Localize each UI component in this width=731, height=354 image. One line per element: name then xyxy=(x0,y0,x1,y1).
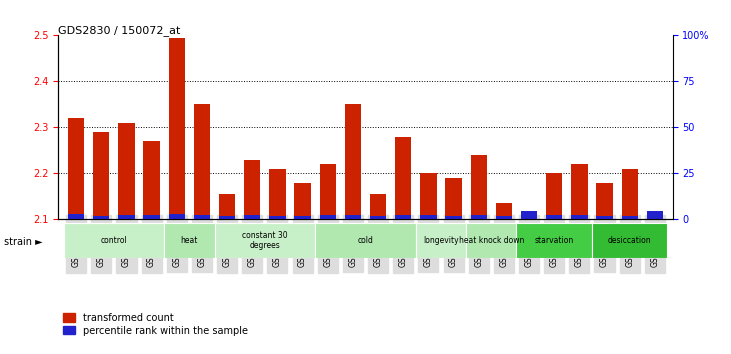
Bar xyxy=(592,223,667,258)
Bar xyxy=(395,137,412,219)
Bar xyxy=(118,215,135,219)
Bar xyxy=(596,216,613,219)
Bar xyxy=(169,214,185,219)
Bar xyxy=(496,216,512,219)
Text: strain ►: strain ► xyxy=(4,238,42,247)
Bar xyxy=(194,104,210,219)
Text: cold: cold xyxy=(357,236,374,245)
Text: constant 30
degrees: constant 30 degrees xyxy=(242,231,288,250)
Bar xyxy=(143,215,160,219)
Bar xyxy=(269,169,286,219)
Bar xyxy=(219,194,235,219)
Bar xyxy=(244,160,260,219)
Bar xyxy=(370,194,386,219)
Bar xyxy=(345,215,361,219)
Bar xyxy=(521,211,537,219)
Bar xyxy=(621,169,638,219)
Bar xyxy=(319,215,336,219)
Bar xyxy=(118,123,135,219)
Bar xyxy=(647,211,663,219)
Bar xyxy=(169,38,185,219)
Bar xyxy=(596,183,613,219)
Text: longevity: longevity xyxy=(423,236,459,245)
Bar xyxy=(496,204,512,219)
Bar xyxy=(68,118,84,219)
Bar xyxy=(244,215,260,219)
Bar xyxy=(64,223,164,258)
Bar xyxy=(219,216,235,219)
Bar xyxy=(571,164,588,219)
Bar xyxy=(143,141,160,219)
Bar xyxy=(420,173,436,219)
Bar xyxy=(319,164,336,219)
Bar xyxy=(621,216,638,219)
Text: heat: heat xyxy=(181,236,198,245)
Bar xyxy=(647,215,663,219)
Bar xyxy=(93,132,110,219)
Bar xyxy=(416,223,466,258)
Bar xyxy=(345,104,361,219)
Bar xyxy=(395,215,412,219)
Text: heat knock down: heat knock down xyxy=(458,236,524,245)
Text: control: control xyxy=(100,236,127,245)
Bar xyxy=(517,223,592,258)
Bar xyxy=(445,178,462,219)
Bar xyxy=(445,216,462,219)
Bar xyxy=(194,215,210,219)
Bar xyxy=(546,215,562,219)
Bar xyxy=(269,216,286,219)
Bar xyxy=(164,223,214,258)
Bar xyxy=(571,215,588,219)
Bar xyxy=(546,173,562,219)
Bar xyxy=(471,155,487,219)
Text: desiccation: desiccation xyxy=(608,236,651,245)
Bar xyxy=(471,215,487,219)
Bar xyxy=(370,216,386,219)
Bar xyxy=(466,223,517,258)
Bar xyxy=(420,215,436,219)
Bar xyxy=(295,183,311,219)
Bar xyxy=(214,223,315,258)
Bar xyxy=(315,223,416,258)
Bar xyxy=(68,214,84,219)
Legend: transformed count, percentile rank within the sample: transformed count, percentile rank withi… xyxy=(64,313,248,336)
Text: starvation: starvation xyxy=(534,236,574,245)
Bar xyxy=(295,216,311,219)
Text: GDS2830 / 150072_at: GDS2830 / 150072_at xyxy=(58,25,181,36)
Bar xyxy=(93,216,110,219)
Bar xyxy=(521,212,537,219)
